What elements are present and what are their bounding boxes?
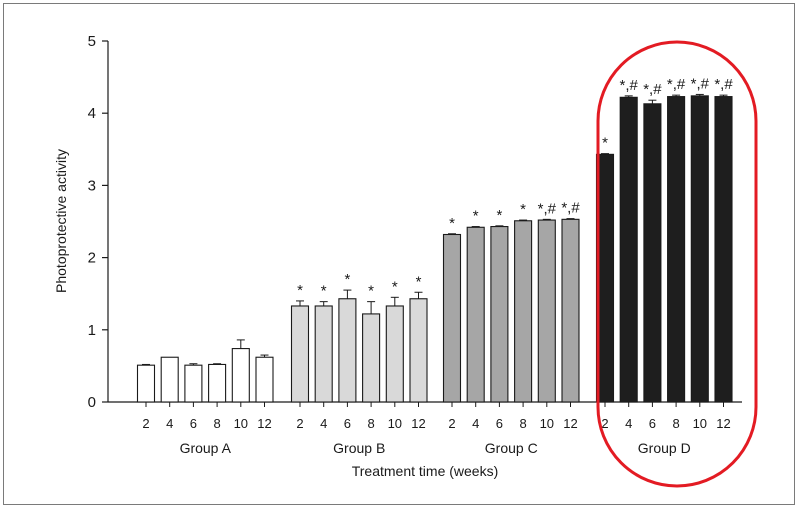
x-tick-label: 6 [344,416,351,431]
x-tick-label: 10 [540,416,554,431]
bar [314,305,333,403]
bar [208,363,227,403]
x-tick-label: 2 [601,416,608,431]
y-tick-label: 4 [88,105,96,122]
y-tick-label: 0 [88,394,96,411]
significance-mark: *,# [620,77,639,94]
significance-mark: * [321,283,327,300]
x-tick-label: 12 [716,416,730,431]
significance-mark: *,# [538,200,557,217]
bar [561,218,580,403]
bar [362,313,381,403]
bar [409,298,428,403]
y-tick-label: 3 [88,177,96,194]
x-tick-label: 8 [367,416,374,431]
bar [619,96,638,403]
significance-mark: *,# [714,76,733,93]
significance-mark: *,# [667,76,686,93]
group-labels: Group A Group B Group C Group D [180,440,691,456]
significance-mark: * [368,283,374,300]
x-tick-label: 8 [213,416,220,431]
x-tick-label: 12 [411,416,425,431]
x-tick-label: 12 [563,416,577,431]
x-tick-label: 12 [257,416,271,431]
figure-frame [3,3,795,505]
significance-mark: * [416,273,422,290]
group-label: Group A [180,440,232,456]
y-axis-title: Photoprotective activity [53,149,69,293]
x-tick-label: 6 [496,416,503,431]
bar [255,356,274,403]
bars: * *** * ** * * * *,# *,#**,# *,# *,# *,# *,# [136,75,733,403]
group-label: Group D [638,440,691,456]
bar [136,364,156,403]
significance-mark: * [449,215,455,232]
bar [514,220,533,403]
bar [667,96,686,403]
significance-mark: *,# [561,200,580,217]
bar [184,364,203,403]
y-ticks: 0 1 2 3 4 5 [88,33,108,411]
x-tick-label: 4 [166,416,173,431]
highlight-ellipse [596,40,758,488]
significance-mark: * [392,278,398,295]
x-tick-label: 2 [296,416,303,431]
significance-mark: * [297,282,303,299]
bar [290,305,310,403]
significance-mark: * [520,201,526,218]
y-tick-label: 2 [88,250,96,267]
bar [160,356,179,403]
x-tick-label: 2 [142,416,149,431]
bar [231,348,250,403]
x-ticks: 2 4 6 8 10 12 2 4 6 8 10 12 2 4 6 8 10 12 2 4 6 8 10 12 [142,402,731,431]
x-tick-label: 2 [448,416,455,431]
significance-mark: *,# [691,75,710,92]
bar [490,226,509,403]
bar [643,103,662,403]
significance-mark: *,# [643,81,662,98]
group-label: Group C [485,440,538,456]
x-tick-label: 6 [649,416,656,431]
x-tick-label: 6 [190,416,197,431]
significance-mark: * [602,135,608,152]
y-tick-label: 1 [88,322,96,339]
x-tick-label: 10 [388,416,402,431]
significance-mark: * [496,207,502,224]
x-tick-label: 10 [234,416,248,431]
bar [690,95,709,403]
x-tick-label: 4 [472,416,479,431]
x-tick-label: 4 [625,416,632,431]
x-axis-title: Treatment time (weeks) [352,463,499,479]
significance-mark: * [344,271,350,288]
bar [442,233,462,403]
bar [537,219,556,403]
bar [714,96,733,403]
significance-mark: * [473,208,479,225]
group-label: Group B [333,440,385,456]
x-tick-label: 8 [672,416,679,431]
x-tick-label: 10 [693,416,707,431]
bar [466,226,485,403]
x-tick-label: 4 [320,416,327,431]
y-tick-label: 5 [88,33,96,50]
x-tick-label: 8 [519,416,526,431]
bar [338,298,357,403]
bar [385,305,404,403]
